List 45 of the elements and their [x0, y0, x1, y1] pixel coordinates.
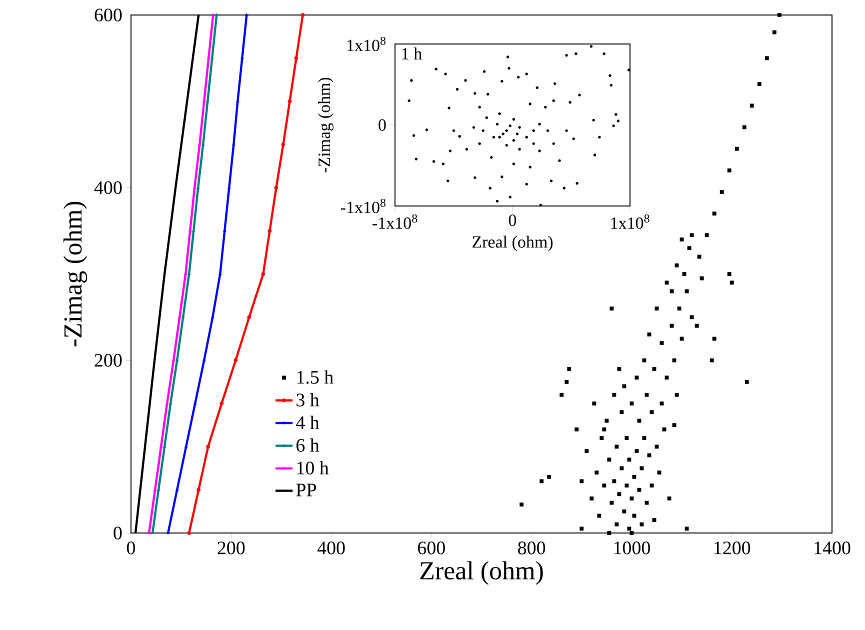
point — [211, 13, 215, 16]
x-tick-label: 1x10$^{8}$ — [611, 214, 650, 229]
x-tick-label: 0 — [126, 542, 136, 554]
annotation: 1 h — [402, 48, 422, 60]
y-tick-label: 200 — [94, 354, 122, 367]
point — [187, 531, 192, 535]
point — [288, 99, 292, 104]
x-tick-label: 1000 — [614, 542, 650, 554]
x-tick-label: -1x10$^{8}$ — [372, 214, 418, 229]
y-tick-label: 600 — [94, 8, 122, 22]
x-tick-label: 1400 — [814, 542, 850, 554]
point — [206, 444, 210, 449]
y-tick-label: -1x10$^{8}$ — [340, 198, 386, 214]
y-tick-label: 400 — [94, 181, 122, 194]
point — [244, 13, 248, 16]
point — [274, 186, 278, 190]
legend-label: 1.5 h — [297, 370, 334, 384]
x-tick-label: 400 — [317, 542, 345, 554]
y-tick-label: 0 — [114, 526, 122, 540]
y-axis-title: -Zimag (ohm) — [318, 78, 334, 172]
point — [196, 488, 201, 492]
point — [294, 56, 298, 60]
x-tick-label: 600 — [418, 542, 445, 554]
point — [300, 13, 305, 17]
x-tick-label: 1200 — [714, 542, 750, 554]
point — [281, 142, 286, 146]
legend-label: 6 h — [296, 438, 320, 452]
point — [261, 272, 266, 276]
point — [220, 402, 224, 406]
point — [247, 315, 252, 320]
x-tick-label: 0 — [508, 214, 516, 226]
x-axis-title: Zreal (ohm) — [420, 561, 543, 585]
point — [268, 228, 272, 233]
x-axis-title: Zreal (ohm) — [472, 236, 553, 252]
point — [214, 13, 218, 16]
legend-label: 4 h — [296, 416, 320, 429]
y-tick-label: 0 — [378, 119, 386, 131]
x-tick-label: 800 — [518, 542, 546, 554]
x-tick-label: 200 — [218, 542, 245, 554]
point — [234, 358, 238, 362]
legend-label: 10 h — [297, 461, 329, 474]
legend-label: PP — [296, 484, 316, 496]
y-tick-label: 1x10$^{8}$ — [348, 36, 386, 52]
y-axis-title: -Zimag (ohm) — [63, 202, 88, 346]
legend-label: 3 h — [296, 393, 320, 406]
